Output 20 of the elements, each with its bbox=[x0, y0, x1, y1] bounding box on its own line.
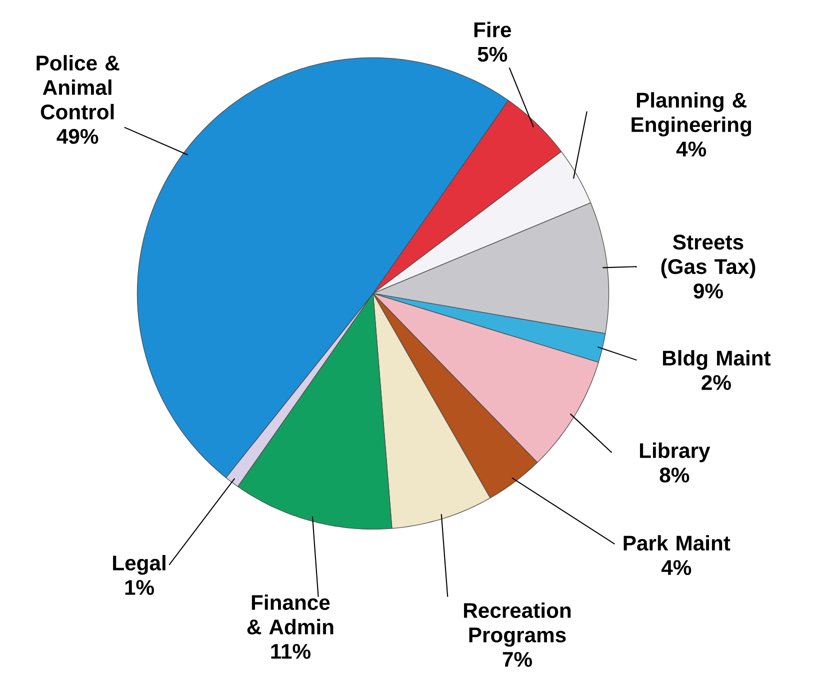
slice-label: Park Maint bbox=[624, 534, 730, 550]
data-label: 8% bbox=[660, 467, 690, 482]
slice-label: Police & Animal Control bbox=[36, 54, 120, 120]
data-label: 7% bbox=[502, 652, 532, 667]
data-label: 4% bbox=[661, 560, 692, 575]
data-label: 9% bbox=[694, 283, 723, 298]
data-label: 1% bbox=[125, 580, 154, 595]
slice-label: Legal bbox=[113, 554, 166, 575]
data-label: 4% bbox=[676, 141, 706, 156]
data-label: 49% bbox=[56, 128, 98, 144]
slice-label: Finance & Admin bbox=[247, 594, 334, 634]
slice-label: Streets (Gas Tax) bbox=[661, 234, 756, 278]
slice-label: Library bbox=[640, 442, 710, 462]
slice-label: Fire bbox=[474, 22, 512, 38]
data-label: 11% bbox=[271, 644, 310, 659]
slice-label: Recreation Programs bbox=[464, 602, 571, 647]
slice-label: Planning & Engineering bbox=[632, 92, 752, 136]
data-label: 2% bbox=[702, 374, 731, 390]
slice-label: Bldg Maint bbox=[663, 350, 771, 370]
data-label: 5% bbox=[478, 46, 508, 62]
